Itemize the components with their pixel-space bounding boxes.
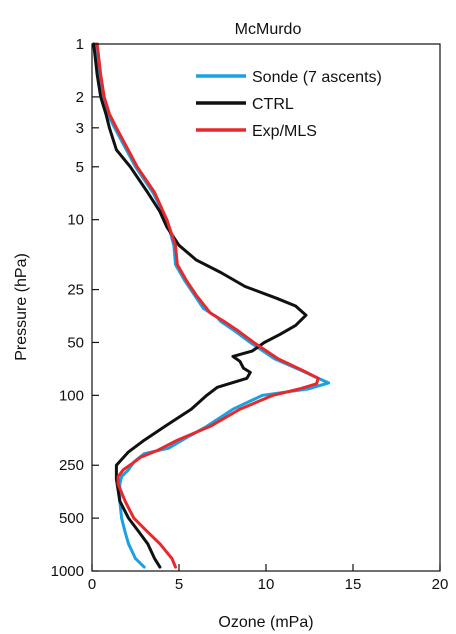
y-tick-label-2: 3 bbox=[76, 120, 84, 137]
y-axis-title: Pressure (hPa) bbox=[13, 253, 30, 361]
legend-label-1: CTRL bbox=[252, 96, 294, 113]
chart-title: McMurdo bbox=[235, 21, 302, 38]
y-tick-label-8: 250 bbox=[59, 457, 84, 474]
x-tick-label-1: 5 bbox=[175, 576, 183, 593]
y-tick-label-9: 500 bbox=[59, 510, 84, 527]
legend: Sonde (7 ascents) CTRL Exp/MLS bbox=[196, 69, 382, 140]
y-axis: 1 2 3 5 10 25 50 100 250 500 1000 bbox=[51, 36, 99, 580]
y-tick-label-6: 50 bbox=[67, 334, 84, 351]
y-tick-label-7: 100 bbox=[59, 387, 84, 404]
y-tick-label-0: 1 bbox=[76, 36, 84, 53]
x-tick-label-2: 10 bbox=[258, 576, 275, 593]
x-tick-label-3: 15 bbox=[345, 576, 362, 593]
y-tick-label-4: 10 bbox=[67, 212, 84, 229]
x-axis-title: Ozone (mPa) bbox=[218, 614, 313, 631]
x-tick-label-0: 0 bbox=[88, 576, 96, 593]
x-tick-label-4: 20 bbox=[432, 576, 449, 593]
y-tick-label-1: 2 bbox=[76, 89, 84, 106]
y-tick-label-10: 1000 bbox=[51, 563, 84, 580]
series-lines bbox=[92, 42, 331, 569]
legend-label-2: Exp/MLS bbox=[252, 123, 317, 140]
y-tick-label-3: 5 bbox=[76, 159, 84, 176]
x-axis: 0 5 10 15 20 bbox=[88, 564, 449, 593]
y-tick-label-5: 25 bbox=[67, 282, 84, 299]
legend-label-0: Sonde (7 ascents) bbox=[252, 69, 382, 86]
series-line-2 bbox=[95, 42, 320, 569]
